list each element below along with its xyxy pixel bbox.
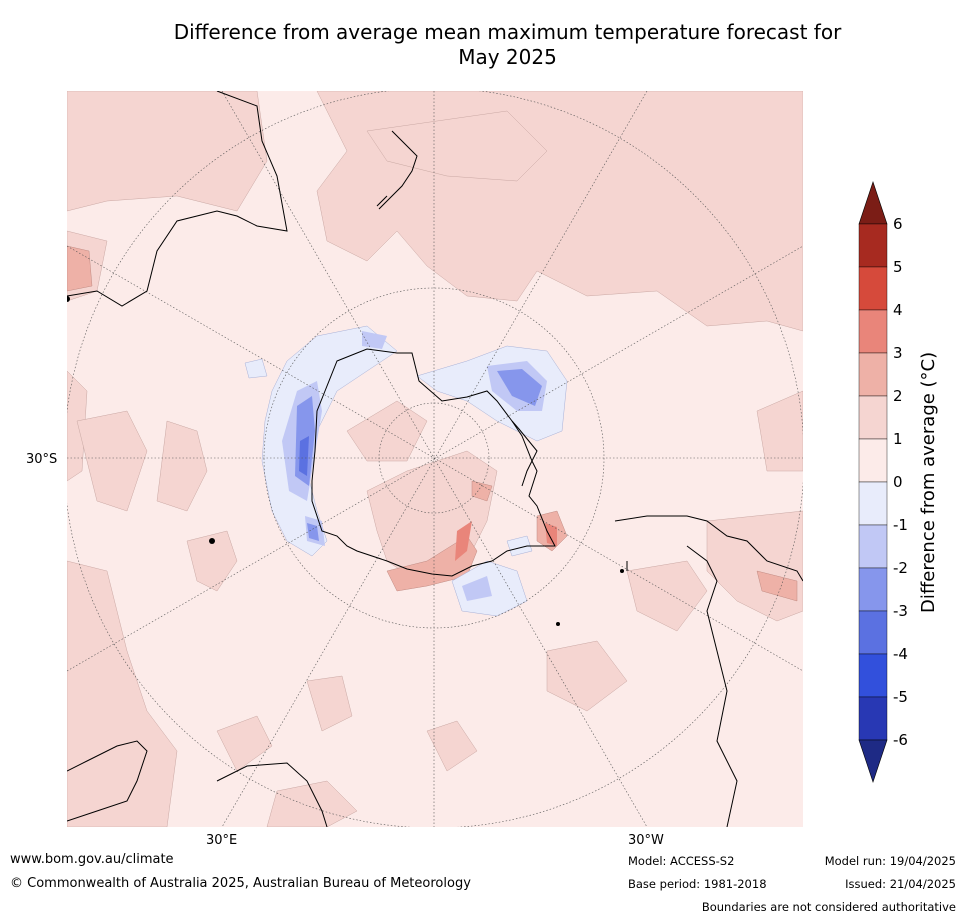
colorbar-swatch	[858, 438, 888, 483]
base-period-text: Base period: 1981-2018	[628, 877, 767, 891]
antarctic-peninsula	[511, 420, 538, 487]
colorbar-extend-min	[858, 739, 888, 783]
colorbar-tick-label: -2	[893, 559, 908, 577]
very-strong-cool-anomaly-regions	[299, 436, 309, 476]
title-line-2: May 2025	[458, 45, 557, 69]
warm-anomaly-regions	[67, 91, 803, 827]
colorbar-tick-label: 5	[893, 258, 903, 276]
colorbar-swatch	[858, 524, 888, 569]
australia-coast	[67, 91, 288, 307]
colorbar-swatch	[858, 309, 888, 354]
model-run-text: Model run: 19/04/2025	[824, 854, 956, 868]
africa-coast	[67, 740, 328, 827]
south-america-coast	[614, 515, 803, 827]
very-warm-anomaly-regions	[455, 521, 557, 561]
longitude-label-30w: 30°W	[628, 833, 664, 848]
coastlines	[67, 91, 803, 827]
colorbar-tick-label: -6	[893, 731, 908, 749]
polar-map	[67, 91, 803, 827]
colorbar-swatch	[858, 610, 888, 655]
colorbar-swatch	[858, 266, 888, 311]
colorbar-tick-label: 2	[893, 387, 903, 405]
colorbar-swatch	[858, 481, 888, 526]
title-line-1: Difference from average mean maximum tem…	[173, 20, 842, 44]
colorbar-tick-label: -5	[893, 688, 908, 706]
colorbar-swatch	[858, 395, 888, 440]
new-zealand-south	[376, 195, 388, 207]
colorbar-tick-label: -4	[893, 645, 908, 663]
colorbar-swatch	[858, 352, 888, 397]
issued-text: Issued: 21/04/2025	[845, 877, 956, 891]
longitude-label-30e: 30°E	[206, 833, 238, 848]
map-title: Difference from average mean maximum tem…	[60, 20, 955, 70]
website-link[interactable]: www.bom.gov.au/climate	[10, 852, 174, 867]
colorbar-tick-label: 0	[893, 473, 903, 491]
colorbar-tick-label: 6	[893, 215, 903, 233]
colorbar-svg: 6 5 4 3 2 1 0 -1 -2 -3 -4 -5 -6	[858, 181, 908, 783]
new-zealand-north	[378, 130, 418, 210]
colorbar-tick-label: -3	[893, 602, 908, 620]
colorbar-swatch	[858, 696, 888, 741]
latitude-label-30s: 30°S	[26, 452, 58, 467]
colorbar-swatch	[858, 223, 888, 268]
colorbar-tick-label: 4	[893, 301, 903, 319]
copyright-text: © Commonwealth of Australia 2025, Austra…	[10, 876, 471, 891]
colorbar-swatch	[858, 567, 888, 612]
antarctica-coast	[311, 348, 556, 577]
colorbar: 6 5 4 3 2 1 0 -1 -2 -3 -4 -5 -6	[855, 180, 965, 790]
colorbar-label: Difference from average (°C)	[918, 351, 939, 613]
colorbar-tick-label: 3	[893, 344, 903, 362]
model-text: Model: ACCESS-S2	[628, 854, 735, 868]
islands	[67, 296, 624, 626]
disclaimer-text: Boundaries are not considered authoritat…	[701, 900, 956, 914]
map-svg	[67, 91, 803, 827]
colorbar-tick-label: 1	[893, 430, 903, 448]
graticule	[67, 91, 803, 827]
colorbar-tick-label: -1	[893, 516, 908, 534]
colorbar-extend-max	[858, 181, 888, 225]
colorbar-swatch	[858, 653, 888, 698]
